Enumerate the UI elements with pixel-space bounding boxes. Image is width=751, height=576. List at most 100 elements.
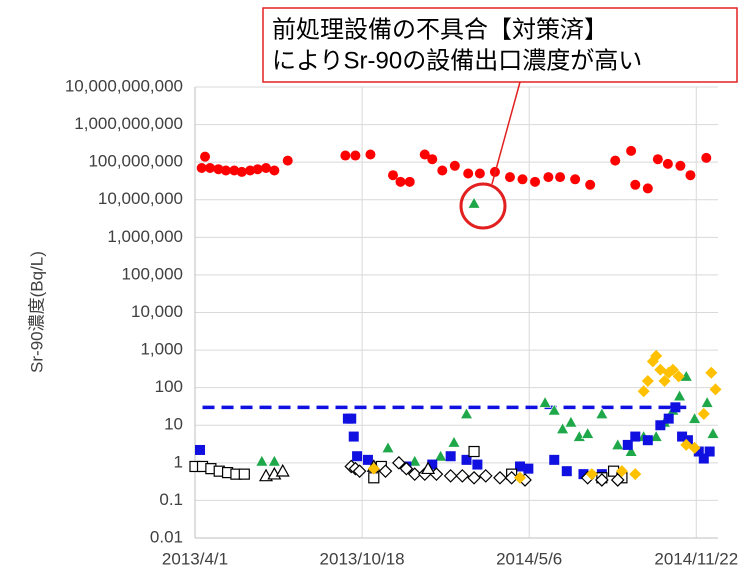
point (666, 363, 679, 376)
point (348, 431, 359, 442)
point (704, 446, 715, 457)
point (637, 385, 650, 398)
point (504, 470, 519, 485)
y-tick-label: 1 (174, 452, 183, 471)
point (564, 415, 578, 428)
y-tick-label: 1,000 (140, 340, 183, 359)
point (381, 441, 395, 453)
point (663, 413, 674, 424)
point (642, 435, 653, 446)
point (538, 396, 552, 408)
point (434, 449, 448, 462)
point (350, 150, 361, 161)
y-tick-label: 100,000 (122, 264, 183, 283)
point (427, 154, 438, 165)
point (629, 468, 642, 481)
point (365, 149, 376, 160)
point (673, 389, 687, 402)
leader-line (491, 81, 521, 185)
point (362, 454, 373, 465)
point (467, 470, 481, 485)
point (455, 469, 470, 483)
point (549, 454, 560, 465)
point (205, 162, 216, 173)
point (662, 158, 673, 169)
point (275, 463, 290, 477)
point (388, 170, 399, 181)
point (543, 172, 554, 183)
point (340, 150, 351, 161)
point (472, 459, 483, 470)
point (238, 468, 250, 480)
point (622, 439, 633, 450)
point (682, 435, 693, 446)
point (595, 407, 609, 420)
point (610, 473, 625, 487)
point (195, 444, 206, 455)
point (642, 183, 653, 194)
point (585, 179, 596, 190)
point (658, 375, 671, 388)
point (698, 453, 709, 464)
point (378, 464, 393, 479)
point (213, 164, 224, 175)
point (261, 162, 272, 173)
point (267, 454, 281, 467)
y-tick-label: 10 (164, 415, 183, 434)
x-tick-label: 2014/11/22 (654, 549, 738, 568)
point (449, 160, 460, 171)
point (595, 473, 609, 487)
point (255, 454, 269, 467)
point (504, 172, 515, 183)
point (346, 413, 357, 424)
point (419, 149, 430, 160)
point (624, 444, 638, 457)
y-tick-label: 100,000,000 (88, 152, 183, 171)
point (468, 445, 480, 458)
point (675, 160, 686, 171)
y-tick-label: 1,000,000 (107, 227, 183, 246)
point (555, 172, 566, 183)
point (641, 375, 654, 388)
point (269, 165, 280, 176)
point (652, 154, 663, 165)
y-tick-label: 10,000 (131, 302, 183, 321)
y-tick-label: 100 (155, 377, 183, 396)
point (693, 446, 704, 457)
y-tick-label: 10,000,000,000 (65, 76, 183, 95)
point (581, 426, 595, 439)
point (437, 165, 448, 176)
point (463, 168, 474, 179)
point (445, 451, 456, 462)
y-axis-label: Sr-90濃度(Bq/L) (27, 251, 46, 373)
point (352, 464, 367, 479)
point (461, 454, 472, 465)
point (460, 407, 474, 420)
x-tick-label: 2013/10/18 (320, 549, 405, 568)
point (514, 461, 525, 472)
point (700, 396, 714, 408)
y-tick-label: 0.01 (150, 527, 183, 546)
point (474, 168, 485, 179)
point (672, 370, 685, 383)
point (392, 455, 406, 470)
annotation-box (262, 7, 738, 83)
point (443, 469, 458, 483)
point (523, 463, 534, 474)
point (655, 420, 666, 431)
point (650, 349, 663, 362)
point (517, 174, 528, 185)
point (427, 459, 438, 470)
point (630, 179, 641, 190)
point (252, 164, 263, 175)
point (467, 196, 481, 209)
point (697, 407, 710, 420)
point (611, 438, 625, 451)
point (705, 366, 718, 379)
point (547, 403, 561, 416)
annotation-text: 前処理設備の不具合【対策済】 (272, 16, 608, 43)
point (447, 435, 461, 448)
y-tick-label: 10,000,000 (98, 189, 183, 208)
point (236, 166, 247, 177)
annotation-text: によりSr-90の設備出口濃度が高い (272, 47, 642, 74)
